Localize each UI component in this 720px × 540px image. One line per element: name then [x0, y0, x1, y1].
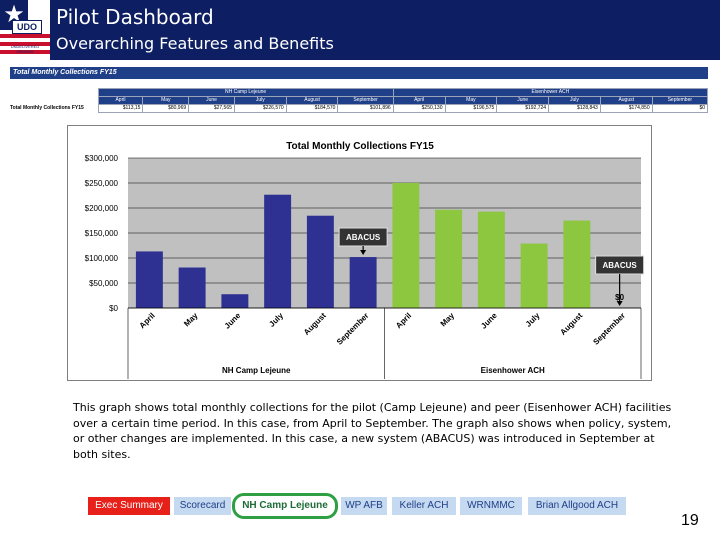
- chart-bar: [477, 211, 505, 308]
- y-tick-label: $200,000: [85, 204, 119, 213]
- table-cell: $174,850: [599, 104, 653, 113]
- group-label: Eisenhower ACH: [481, 366, 545, 375]
- table-cell: $192,724: [496, 104, 550, 113]
- table-cell: $128,843: [548, 104, 601, 113]
- table-month-header: August: [285, 96, 339, 105]
- table-group-header: Eisenhower ACH: [392, 88, 709, 97]
- x-tick-label: May: [182, 311, 200, 329]
- y-tick-label: $50,000: [89, 279, 118, 288]
- x-tick-label: April: [394, 311, 413, 330]
- tab-scorecard[interactable]: Scorecard: [174, 497, 231, 515]
- tab-brian-allgood-ach[interactable]: Brian Allgood ACH: [528, 497, 626, 515]
- chart-caption: This graph shows total monthly collectio…: [73, 401, 672, 461]
- tab-wrnmmc[interactable]: WRNMMC: [460, 497, 522, 515]
- logo-small-text: UNDELIVERED ORDERS: [10, 44, 40, 54]
- annotation-label: ABACUS: [603, 261, 638, 270]
- x-tick-label: August: [558, 311, 584, 337]
- x-tick-label: September: [591, 311, 627, 347]
- table-cell: $250,130: [392, 104, 446, 113]
- tab-keller-ach[interactable]: Keller ACH: [392, 497, 456, 515]
- x-tick-label: July: [524, 311, 542, 329]
- x-tick-label: June: [479, 311, 499, 331]
- x-tick-label: April: [138, 311, 157, 330]
- y-tick-label: $150,000: [85, 229, 119, 238]
- table-month-header: June: [496, 96, 550, 105]
- table-month-header: July: [548, 96, 601, 105]
- x-tick-label: July: [267, 311, 285, 329]
- tab-wp-afb[interactable]: WP AFB: [341, 497, 387, 515]
- chart-bar: [264, 194, 292, 308]
- chart-bar: [392, 182, 420, 308]
- chart-bar: [520, 243, 548, 308]
- annotation-arrowhead: [616, 301, 623, 306]
- y-tick-label: $0: [109, 304, 118, 313]
- table-group-header: NH Camp Lejeune: [97, 88, 394, 97]
- table-cell: $27,565: [188, 104, 235, 113]
- y-tick-label: $300,000: [85, 154, 119, 163]
- table-row-label: Total Monthly Collections FY15: [10, 104, 98, 113]
- table-month-header: September: [651, 96, 709, 105]
- chart-svg: Total Monthly Collections FY15 $0 $50,000 $…: [85, 141, 645, 379]
- table-month-header: June: [188, 96, 235, 105]
- chart-bar: [135, 251, 163, 308]
- table-cell: $0: [651, 104, 709, 113]
- table-month-header: May: [444, 96, 498, 105]
- collections-table: NH Camp Lejeune Eisenhower ACH April May…: [10, 88, 709, 113]
- table-month-header: September: [337, 96, 394, 105]
- chart-bar: [349, 257, 377, 308]
- slide-header: ★ UDO UNDELIVERED ORDERS Pilot Dashboard…: [0, 0, 720, 60]
- group-label: NH Camp Lejeune: [222, 366, 291, 375]
- tab-exec-summary[interactable]: Exec Summary: [88, 497, 170, 515]
- collections-chart: Total Monthly Collections FY15 $0 $50,000 $…: [67, 125, 652, 381]
- x-tick-label: June: [223, 311, 243, 331]
- page-subtitle: Overarching Features and Benefits: [56, 34, 334, 53]
- annotation-label: ABACUS: [346, 233, 381, 242]
- table-cell: $226,570: [233, 104, 287, 113]
- table-cell: $196,575: [444, 104, 498, 113]
- table-title: Total Monthly Collections FY15: [10, 67, 708, 79]
- page-number: 19: [681, 512, 699, 529]
- x-tick-label: August: [302, 311, 328, 337]
- chart-bar: [221, 294, 249, 308]
- page-title: Pilot Dashboard: [56, 5, 214, 29]
- x-tick-label: September: [335, 311, 371, 347]
- chart-bar: [435, 209, 463, 308]
- chart-bar: [178, 267, 206, 308]
- table-month-header: April: [97, 96, 144, 105]
- tab-nh-camp-lejeune[interactable]: NH Camp Lejeune: [232, 493, 338, 519]
- chart-title: Total Monthly Collections FY15: [286, 141, 434, 152]
- table-month-header: July: [233, 96, 287, 105]
- chart-bar: [306, 215, 334, 308]
- x-tick-label: May: [439, 311, 457, 329]
- chart-bar: [563, 220, 591, 308]
- y-tick-label: $250,000: [85, 179, 119, 188]
- table-month-header: April: [392, 96, 446, 105]
- table-cell: $80,969: [142, 104, 190, 113]
- y-tick-label: $100,000: [85, 254, 119, 263]
- table-month-header: August: [599, 96, 653, 105]
- table-month-header: May: [142, 96, 190, 105]
- table-row: Total Monthly Collections FY15 $113,15 $…: [10, 104, 709, 113]
- table-cell: $184,570: [285, 104, 339, 113]
- udo-logo: ★ UDO UNDELIVERED ORDERS: [0, 0, 50, 60]
- logo-text: UDO: [12, 20, 42, 34]
- table-cell: $113,15: [97, 104, 144, 113]
- annotation-arrowhead: [360, 250, 367, 256]
- table-cell: $101,896: [337, 104, 394, 113]
- zero-value-label: $0: [615, 293, 624, 302]
